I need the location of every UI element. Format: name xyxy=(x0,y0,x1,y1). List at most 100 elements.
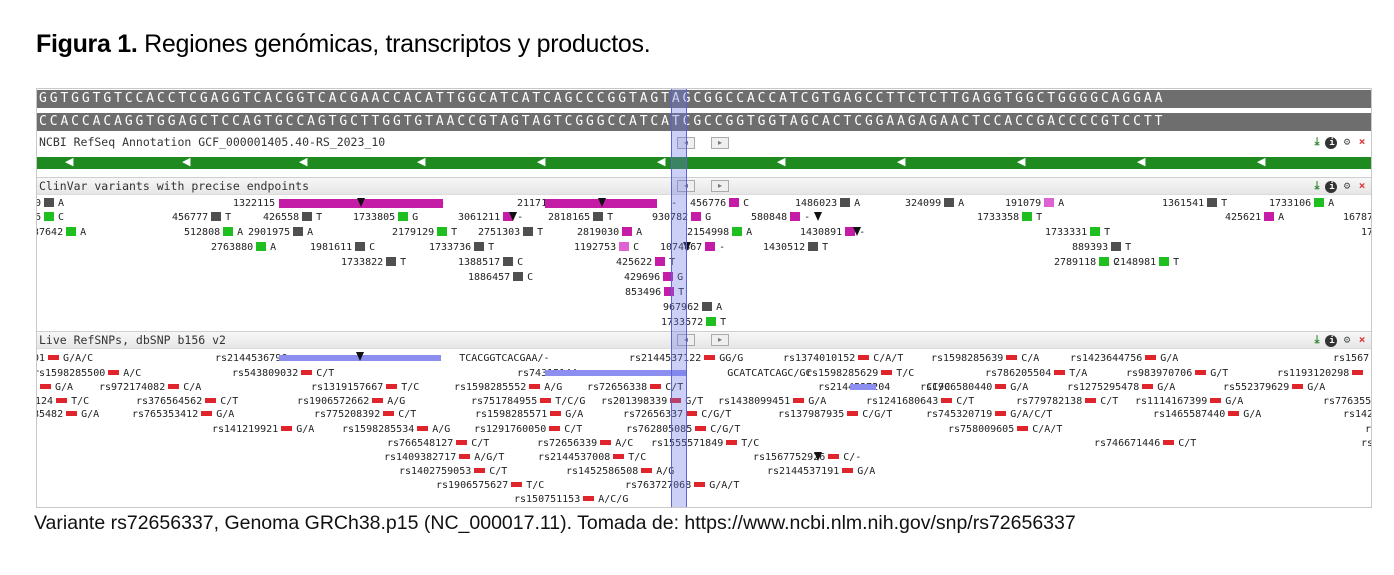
refsnp-variant[interactable]: rs2144536796 TCACGGTCACGAA/- xyxy=(215,353,550,364)
clinvar-variant[interactable]: 1733822 T xyxy=(341,257,406,268)
clinvar-variant[interactable]: 1361541 T xyxy=(1162,198,1227,209)
refsnp-variant[interactable]: rs1452586508 A/G xyxy=(566,466,674,477)
track-right-nav-button[interactable]: ▸ xyxy=(711,334,729,346)
info-icon[interactable]: i xyxy=(1325,335,1337,347)
refsnp-variant[interactable]: 85482 G/A xyxy=(37,409,99,420)
refsnp-variant[interactable]: rs1906572662 A/G xyxy=(297,396,405,407)
refsnp-variant[interactable]: rs2144537191 G/A xyxy=(767,466,875,477)
track-right-nav-button[interactable]: ▸ xyxy=(711,180,729,192)
clinvar-variant[interactable]: 580848 - xyxy=(751,212,810,223)
clinvar-variant[interactable]: 429696 G xyxy=(624,272,683,283)
refsnp-variant[interactable]: rs552379629 G/A xyxy=(1223,382,1325,393)
clinvar-variant[interactable]: 2901975 A xyxy=(248,227,313,238)
refsnp-variant[interactable]: rs1465587440 G/A xyxy=(1153,409,1261,420)
info-icon[interactable]: i xyxy=(1325,137,1337,149)
clinvar-variant[interactable]: 967962 A xyxy=(663,302,722,313)
refsnp-variant[interactable]: rs779782138 C/T xyxy=(1016,396,1118,407)
refsnp-variant[interactable]: rs2144537008 T/C xyxy=(538,452,646,463)
clinvar-variant[interactable]: 1733572 T xyxy=(661,317,726,328)
refsnp-variant[interactable]: rs1598285639 C/A xyxy=(931,353,1039,364)
close-icon[interactable]: × xyxy=(1358,333,1366,346)
refsnp-variant[interactable]: rs1438099451 G/A xyxy=(718,396,826,407)
info-icon[interactable]: i xyxy=(1325,181,1337,193)
clinvar-variant[interactable]: 37642 A xyxy=(37,227,86,238)
clinvar-variant[interactable]: 1430512 T xyxy=(763,242,828,253)
refsnp-variant[interactable]: rs762805085 C/G/T xyxy=(626,424,740,435)
clinvar-variant[interactable]: 1733331 T xyxy=(1045,227,1110,238)
clinvar-variant[interactable]: 16787 xyxy=(1343,212,1371,223)
clinvar-variant[interactable]: 2818165 T xyxy=(548,212,613,223)
clinvar-variant[interactable]: 1486023 A xyxy=(795,198,860,209)
clinvar-variant[interactable]: 425621 A xyxy=(1225,212,1284,223)
refsnp-variant[interactable]: rs1906 xyxy=(1365,424,1371,435)
clinvar-variant[interactable]: 456776 C xyxy=(690,198,749,209)
clinvar-variant[interactable]: 2789118 C xyxy=(1054,257,1119,268)
clinvar-variant[interactable]: 426558 T xyxy=(263,212,322,223)
clinvar-variant[interactable]: 324099 A xyxy=(905,198,964,209)
refsnp-variant[interactable]: rs1241680643 C/T xyxy=(866,396,974,407)
clinvar-variant[interactable]: 1192753 C xyxy=(574,242,639,253)
download-icon[interactable]: ⤓ xyxy=(1314,179,1320,192)
close-icon[interactable]: × xyxy=(1358,135,1366,148)
clinvar-variant[interactable]: 1388517 C xyxy=(458,257,523,268)
download-icon[interactable]: ⤓ xyxy=(1314,135,1320,148)
refsnp-variant[interactable]: rs72656337 C/G/T xyxy=(623,409,731,420)
refsnp-variant[interactable]: rs14257 xyxy=(1343,409,1371,420)
refsnp-variant[interactable]: rs775208392 C/T xyxy=(314,409,416,420)
refsnp-variant[interactable]: rs1409382717 A/G/T xyxy=(384,452,504,463)
clinvar-variant[interactable]: 2117198 - xyxy=(517,198,677,209)
track-left-nav-button[interactable]: ◂ xyxy=(677,137,695,149)
refsnp-variant[interactable]: rs1114167399 G/A xyxy=(1135,396,1243,407)
clinvar-variant[interactable]: 456777 T xyxy=(172,212,231,223)
refsnp-variant[interactable]: rs758009605 C/A/T xyxy=(948,424,1062,435)
refsnp-variant[interactable]: rs1598285534 A/G xyxy=(342,424,450,435)
gear-icon[interactable]: ⚙ xyxy=(1343,333,1351,346)
clinvar-variant[interactable]: 17 xyxy=(1361,227,1371,238)
refsnp-variant[interactable]: rs751784955 T/C/G xyxy=(471,396,585,407)
refsnp-variant[interactable]: 124 T/C xyxy=(37,396,89,407)
refseq-gene-feature[interactable]: ◀ ◀ ◀ ◀ ◀ ◀ ◀ ◀ ◀ ◀ ◀ xyxy=(37,156,1371,169)
track-left-nav-button[interactable]: ◂ xyxy=(677,334,695,346)
clinvar-variant[interactable]: 2763880 A xyxy=(211,242,276,253)
clinvar-variant[interactable]: 1733805 G xyxy=(353,212,418,223)
refsnp-variant[interactable]: rs1598285552 A/G xyxy=(454,382,562,393)
refsnp-variant[interactable]: rs201398339 G/T xyxy=(601,396,703,407)
refsnp-variant[interactable]: rs376564562 C/T xyxy=(136,396,238,407)
clinvar-variant[interactable]: 2819030 A xyxy=(577,227,642,238)
refsnp-variant[interactable]: rs765353412 G/A xyxy=(132,409,234,420)
clinvar-variant[interactable]: 1430891 - xyxy=(800,227,865,238)
download-icon[interactable]: ⤓ xyxy=(1314,333,1320,346)
refsnp-variant[interactable]: rs1193120298 xyxy=(1277,368,1367,379)
refsnp-variant[interactable]: rs746671446 C/T xyxy=(1094,438,1196,449)
refsnp-variant[interactable]: rs1567 xyxy=(1333,353,1371,364)
refsnp-variant[interactable]: rs1374010152 C/A/T xyxy=(783,353,903,364)
clinvar-variant[interactable]: 3061211 - xyxy=(458,212,523,223)
refsnp-variant[interactable]: rs543809032 C/T xyxy=(232,368,334,379)
refsnp-variant[interactable]: rs72656339 A/C xyxy=(537,438,633,449)
refsnp-variant[interactable]: rs72656338 C/T xyxy=(587,382,683,393)
close-icon[interactable]: × xyxy=(1358,179,1366,192)
refsnp-indel-bar[interactable] xyxy=(545,370,687,376)
clinvar-variant[interactable]: 1733736 T xyxy=(429,242,494,253)
refsnp-variant[interactable]: rs745320719 G/A/C/T xyxy=(926,409,1052,420)
clinvar-variant[interactable]: 2154998 A xyxy=(687,227,752,238)
track-right-nav-button[interactable]: ▸ xyxy=(711,137,729,149)
refsnp-variant[interactable]: rs786205504 T/A xyxy=(985,368,1087,379)
refsnp-variant[interactable]: rs983970706 G/T xyxy=(1126,368,1228,379)
refsnp-variant[interactable]: G/A xyxy=(37,382,73,393)
refsnp-variant[interactable]: rs1598285500 A/C xyxy=(37,368,141,379)
refsnp-indel-bar[interactable] xyxy=(850,384,876,390)
clinvar-variant[interactable]: 2751303 T xyxy=(478,227,543,238)
clinvar-variant[interactable]: 1981611 C xyxy=(310,242,375,253)
refsnp-variant[interactable]: rs1598285629 T/C xyxy=(806,368,914,379)
refsnp-variant[interactable]: rs xyxy=(1361,438,1371,449)
refsnp-variant[interactable]: rs1567752926 C/- xyxy=(753,452,861,463)
refsnp-variant[interactable]: rs141219921 G/A xyxy=(212,424,314,435)
refsnp-variant[interactable]: rs1402759053 C/T xyxy=(399,466,507,477)
refsnp-variant[interactable]: rs972174082 C/A xyxy=(99,382,201,393)
clinvar-variant[interactable]: 889393 T xyxy=(1072,242,1131,253)
refsnp-variant[interactable]: rs1423644756 G/A xyxy=(1070,353,1178,364)
clinvar-variant[interactable]: 1733106 A xyxy=(1269,198,1334,209)
gear-icon[interactable]: ⚙ xyxy=(1343,179,1351,192)
clinvar-variant[interactable]: 425622 T xyxy=(616,257,675,268)
